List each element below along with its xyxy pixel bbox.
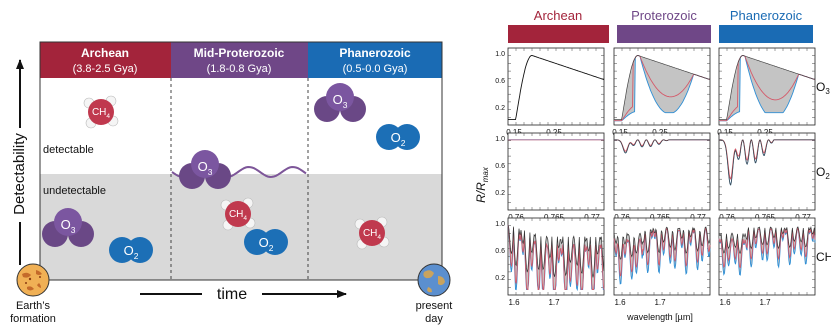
spectrum-panel-r1-c1: 0.76 0.765 0.77 xyxy=(613,132,711,222)
x-tick-label: 0.76 xyxy=(508,213,524,222)
x-tick-label: 0.77 xyxy=(584,213,600,222)
svg-text:O2: O2 xyxy=(124,243,139,261)
spectra-y-axis-label: R/Rmax xyxy=(474,166,490,203)
y-tick-label: 1.0 xyxy=(495,51,505,58)
o2-molecule-phanerozoic: O2 xyxy=(376,124,420,150)
zone-label-undetectable: undetectable xyxy=(43,185,106,197)
diagram-frame xyxy=(39,41,443,281)
x-tick-label: 0.765 xyxy=(650,213,671,222)
svg-text:CH4: CH4 xyxy=(92,107,110,120)
spectrum-panel-r0-c1: 0.15 0.25 xyxy=(612,47,711,137)
svg-text:O3: O3 xyxy=(333,92,348,110)
y-tick-label: 0.2 xyxy=(495,105,505,112)
x-axis-label: time xyxy=(217,286,247,303)
row-label-o3: O3 xyxy=(816,80,830,96)
spectra-x-axis-label: wavelength [µm] xyxy=(626,312,693,322)
spectrum-panel-r0-c2: 0.15 0.25 xyxy=(717,47,816,137)
o2-molecule-archean: O2 xyxy=(109,237,153,263)
x-tick-label: 0.15 xyxy=(717,128,733,137)
spectrum-panel-r0-c0: 0.15 0.25 xyxy=(506,47,605,137)
o3-molecule-proterozoic: O3 xyxy=(179,150,231,189)
svg-text:O3: O3 xyxy=(61,217,76,235)
svg-text:O2: O2 xyxy=(259,235,274,253)
y-tick-label: 0.2 xyxy=(495,190,505,197)
x-tick-label: 0.25 xyxy=(757,128,773,137)
end-label-line2: day xyxy=(425,313,443,325)
spectra-era-archean xyxy=(508,25,609,43)
ch4-molecule-proterozoic: CH4 xyxy=(220,197,256,231)
era-header-phanerozoic xyxy=(308,42,442,78)
modern-earth-icon xyxy=(417,263,451,297)
y-axis-label: Detectability xyxy=(11,133,28,215)
era-range-phanerozoic: (0.5-0.0 Gya) xyxy=(343,63,408,75)
x-tick-label: 0.25 xyxy=(652,128,668,137)
x-tick-label: 0.15 xyxy=(506,128,522,137)
ch4-molecule-archean: CH4 xyxy=(83,95,119,129)
molecule-layer: CH4 O3 O3 O2 CH4 O2 O3 O2 CH4 xyxy=(42,83,420,263)
o3-molecule-archean: O3 xyxy=(42,208,94,247)
x-tick-label: 1.6 xyxy=(719,298,731,307)
y-tick-label: 0.2 xyxy=(495,275,505,282)
spectra-era-label-phanerozoic: Phanerozoic xyxy=(730,8,803,23)
detectability-diagram: Archean (3.8-2.5 Gya) Mid-Proterozoic (1… xyxy=(10,41,453,325)
end-label-line1: present xyxy=(416,300,453,312)
x-tick-label: 1.7 xyxy=(759,298,771,307)
ch4-molecule-phanerozoic: CH4 xyxy=(354,216,390,250)
era-name-mid-proterozoic: Mid-Proterozoic xyxy=(194,46,285,60)
spectra-era-label-proterozoic: Proterozoic xyxy=(631,8,697,23)
zone-label-detectable: detectable xyxy=(43,144,94,156)
start-label-line2: formation xyxy=(10,313,56,325)
x-tick-label: 1.6 xyxy=(614,298,626,307)
y-tick-label: 0.6 xyxy=(495,163,505,170)
spectra-grid: Archean Proterozoic Phanerozoic R/Rmax w… xyxy=(474,8,831,322)
spectrum-panel-r2-c0: 1.6 1.7 xyxy=(507,217,605,307)
o3-molecule-phanerozoic: O3 xyxy=(314,83,366,122)
early-earth-icon xyxy=(16,263,50,297)
spectra-panels: 0.15 0.25 0.15 0.25 0.15 0.251.00.60.20.76 0.7… xyxy=(495,47,816,307)
svg-text:O2: O2 xyxy=(391,130,406,148)
x-tick-label: 0.76 xyxy=(614,213,630,222)
era-name-phanerozoic: Phanerozoic xyxy=(339,46,411,60)
era-header-archean xyxy=(40,42,171,78)
start-label-line1: Earth’s xyxy=(16,300,51,312)
x-tick-label: 1.7 xyxy=(654,298,666,307)
spectrum-panel-r2-c2: 1.6 1.7 xyxy=(718,217,816,307)
y-tick-label: 1.0 xyxy=(495,136,505,143)
x-tick-label: 0.77 xyxy=(690,213,706,222)
row-label-o2: O2 xyxy=(816,165,830,181)
x-tick-label: 1.6 xyxy=(508,298,520,307)
x-tick-label: 0.15 xyxy=(612,128,628,137)
spectrum-panel-r2-c1: 1.6 1.7 xyxy=(613,217,711,307)
x-tick-label: 0.765 xyxy=(544,213,565,222)
o2-molecule-proterozoic: O2 xyxy=(244,229,288,255)
svg-text:O3: O3 xyxy=(198,159,213,177)
svg-text:CH4: CH4 xyxy=(229,209,247,222)
era-range-archean: (3.8-2.5 Gya) xyxy=(73,63,138,75)
spectra-era-label-archean: Archean xyxy=(534,8,582,23)
x-tick-label: 1.7 xyxy=(548,298,560,307)
era-range-mid-proterozoic: (1.8-0.8 Gya) xyxy=(207,63,272,75)
y-tick-label: 0.6 xyxy=(495,78,505,85)
x-tick-label: 0.77 xyxy=(795,213,811,222)
y-tick-label: 1.0 xyxy=(495,221,505,228)
spectra-era-proterozoic xyxy=(617,25,711,43)
y-tick-label: 0.6 xyxy=(495,248,505,255)
x-tick-label: 0.25 xyxy=(546,128,562,137)
row-label-ch4: CH4 xyxy=(816,250,831,266)
spectra-era-phanerozoic xyxy=(719,25,813,43)
x-tick-label: 0.76 xyxy=(719,213,735,222)
spectrum-panel-r1-c2: 0.76 0.765 0.77 xyxy=(718,132,816,222)
era-name-archean: Archean xyxy=(81,46,129,60)
era-header-mid-proterozoic xyxy=(171,42,308,78)
svg-text:CH4: CH4 xyxy=(363,228,381,241)
spectrum-panel-r1-c0: 0.76 0.765 0.77 xyxy=(507,132,605,222)
x-tick-label: 0.765 xyxy=(755,213,776,222)
